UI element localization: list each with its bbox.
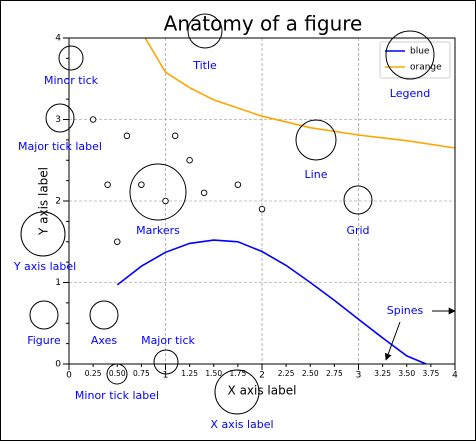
annotation-circle <box>153 349 179 375</box>
annotation: Minor tick label <box>75 389 159 402</box>
annotation-circle <box>187 13 223 49</box>
annotation: Major tick label <box>18 140 102 153</box>
annotation: Line <box>305 168 328 181</box>
x-tick-label: 3 <box>356 371 362 381</box>
annotation: X axis label <box>210 418 273 431</box>
legend-label: orange <box>410 63 442 73</box>
chart-title: Anatomy of a figure <box>164 12 363 36</box>
y-tick-label: 3 <box>55 115 61 125</box>
annotation: Legend <box>390 87 430 100</box>
marker <box>89 116 97 123</box>
annotation-arrow <box>384 321 401 361</box>
x-minor-tick-label: 2.75 <box>326 369 343 378</box>
annotation-circle <box>29 300 59 330</box>
x-minor-tick-label: 3.25 <box>374 369 391 378</box>
y-tick-label: 4 <box>55 34 61 44</box>
legend-label: blue <box>410 47 430 57</box>
annotation-circle <box>295 119 337 161</box>
annotation: Major tick <box>141 334 195 347</box>
annotation-circle <box>343 185 373 215</box>
annotation: Markers <box>136 224 180 237</box>
annotation-circle <box>385 30 435 80</box>
x-tick-label: 2 <box>259 371 265 381</box>
plot-lines <box>116 38 455 364</box>
marker <box>113 238 121 245</box>
annotation-circle <box>20 211 66 257</box>
annotation-circle <box>45 103 75 133</box>
y-tick-label: 1 <box>55 278 61 288</box>
marker <box>104 181 111 188</box>
x-minor-tick-label: 3.75 <box>423 369 440 378</box>
x-minor-tick-label: 2.50 <box>302 369 319 378</box>
annotation-circle <box>214 369 260 415</box>
y-tick-label: 0 <box>55 360 61 370</box>
marker <box>234 181 242 188</box>
annotation: Title <box>192 59 217 72</box>
annotation-circle <box>106 363 128 385</box>
annotation-circle <box>89 300 119 330</box>
x-minor-tick-label: 0.50 <box>109 369 126 378</box>
annotation-circle <box>129 163 187 221</box>
marker <box>138 181 145 188</box>
line <box>116 239 427 364</box>
marker <box>171 132 179 140</box>
annotation: Axes <box>91 334 117 347</box>
line <box>144 38 455 149</box>
annotation: Spines <box>387 304 424 317</box>
annotation: Figure <box>27 334 61 347</box>
x-minor-tick-label: 1.75 <box>230 369 247 378</box>
x-minor-tick-label: 2.25 <box>278 369 295 378</box>
x-tick-label: 4 <box>452 371 458 381</box>
marker <box>258 205 266 213</box>
marker <box>200 189 208 197</box>
annotation-circle <box>58 45 84 71</box>
x-minor-tick-label: 1.25 <box>181 369 198 378</box>
marker <box>123 132 131 140</box>
y-axis-label: Y axis label <box>37 167 51 236</box>
y-tick-label: 2 <box>55 197 61 207</box>
x-tick-label: 1 <box>163 371 169 381</box>
x-minor-tick-label: 3.50 <box>398 369 415 378</box>
annotation: Minor tick <box>44 74 99 87</box>
annotation: Grid <box>346 224 369 237</box>
annotation: Y axis label <box>13 260 76 273</box>
x-tick-label: 0 <box>66 371 72 381</box>
marker <box>186 156 193 164</box>
x-minor-tick-label: 0.75 <box>133 369 150 378</box>
marker <box>162 197 169 205</box>
x-minor-tick-label: 1.50 <box>205 369 222 378</box>
x-minor-tick-label: 0.25 <box>85 369 102 378</box>
x-axis-label: X axis label <box>228 384 297 398</box>
